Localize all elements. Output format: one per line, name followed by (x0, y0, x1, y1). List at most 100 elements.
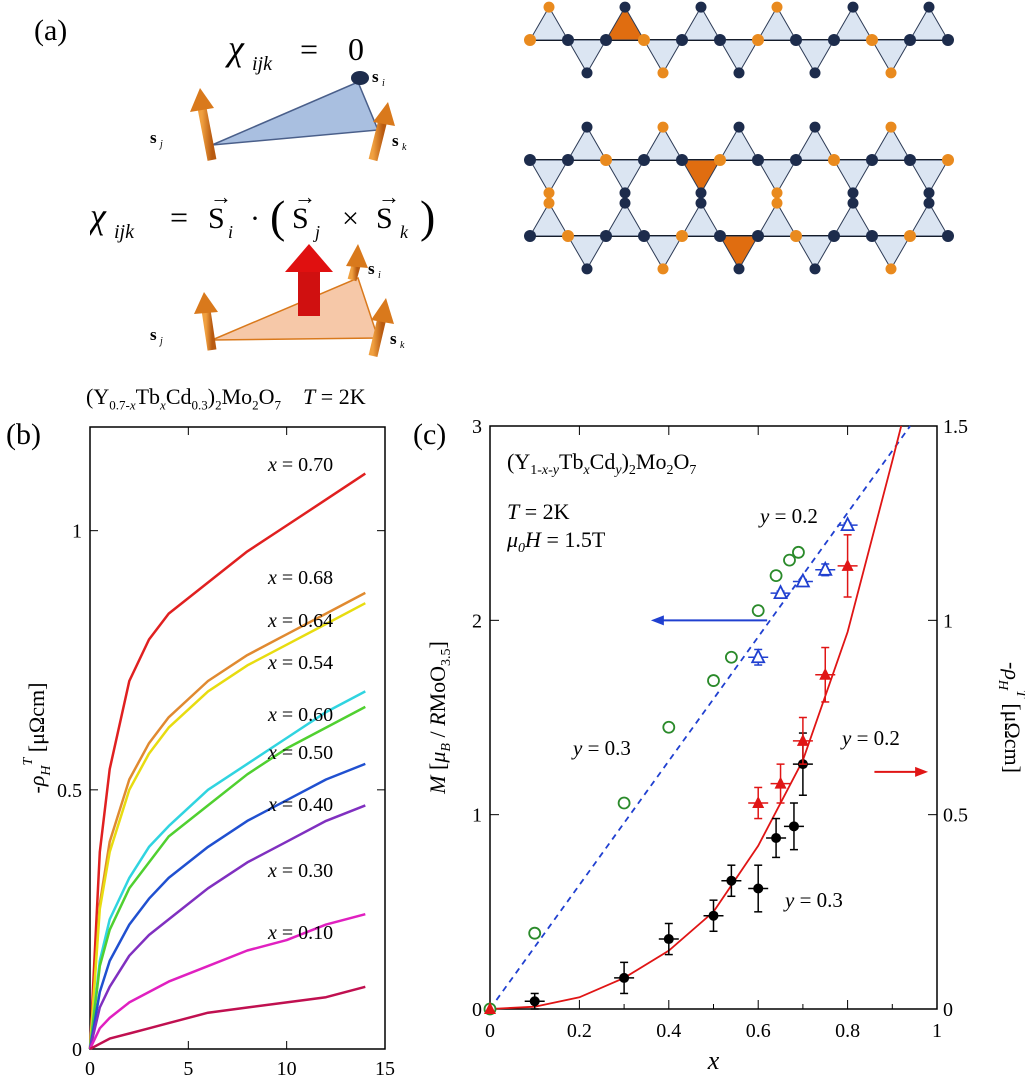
y-tick-label-right: 0.5 (943, 805, 968, 827)
x-axis-label: x (707, 1046, 720, 1075)
kagome-triangle-down (681, 159, 721, 194)
x-tick-label: 0.4 (656, 1020, 681, 1042)
kagome-triangle-up (833, 202, 873, 237)
series-label: x = 0.10 (267, 922, 333, 944)
data-point (771, 832, 782, 843)
kagome-triangle-up (643, 126, 683, 161)
kagome-node (562, 34, 574, 46)
data-point (752, 796, 765, 809)
kagome-node (752, 34, 764, 46)
x-tick-label: 10 (277, 1058, 297, 1079)
x-tick-label: 0.6 (746, 1020, 771, 1042)
kagome-triangle-down (605, 159, 645, 194)
spin-k-arrow-bottom (368, 298, 394, 358)
data-point (484, 1002, 496, 1014)
noncoplanar-triangle (211, 276, 380, 341)
data-point (708, 910, 719, 921)
spin-i-arrow-bottom (346, 244, 368, 282)
kagome-node (809, 263, 821, 275)
kagome-triangle-down (795, 235, 835, 270)
kagome-node (923, 187, 935, 199)
y-tick-label-left: 0 (472, 999, 482, 1021)
panel-b-label: (b) (6, 418, 41, 451)
y-tick-label-right: 1.5 (943, 416, 968, 438)
chi-zero-subscript: ijk (252, 53, 273, 75)
svg-text:→: → (378, 184, 400, 209)
svg-text:j: j (158, 139, 163, 150)
y-tick-label: 0 (72, 1039, 82, 1061)
kagome-node (600, 230, 612, 242)
kagome-node (847, 1, 859, 13)
chi-def-formula: χ (90, 196, 107, 236)
kagome-node (733, 121, 745, 133)
plot-frame (89, 426, 386, 1050)
kagome-triangle-down (757, 159, 797, 194)
x-tick-label: 1 (932, 1020, 942, 1042)
y-tick-label: 1 (72, 521, 82, 543)
series-label: x = 0.70 (267, 454, 333, 476)
y-axis-label-left: M [μB / RMoO3.5] (425, 641, 454, 795)
data-point (783, 553, 796, 567)
kagome-node (676, 230, 688, 242)
kagome-node (771, 187, 783, 199)
kagome-triangle-up (757, 6, 797, 41)
kagome-triangle-down (643, 235, 683, 270)
kagome-node (524, 154, 536, 166)
annotation-y03-left: y = 0.3 (571, 736, 631, 760)
data-point (841, 558, 854, 571)
kagome-node (695, 187, 707, 199)
spin-j-arrow-top (190, 88, 217, 161)
kagome-node (733, 263, 745, 275)
spin-k-arrow-top (368, 102, 395, 162)
kagome-node (866, 230, 878, 242)
kagome-node (923, 197, 935, 209)
kagome-lattice (524, 1, 954, 275)
svg-text:×: × (342, 202, 359, 235)
data-point (819, 667, 832, 680)
kagome-node (600, 154, 612, 166)
kagome-node (885, 263, 897, 275)
svg-text:j: j (313, 222, 320, 242)
svg-text:i: i (378, 270, 381, 281)
series-label: x = 0.64 (267, 610, 333, 632)
data-point (769, 569, 783, 583)
kagome-node (866, 154, 878, 166)
kagome-node (828, 34, 840, 46)
kagome-node (904, 34, 916, 46)
kagome-node (695, 1, 707, 13)
data-point (662, 720, 676, 734)
data-point (663, 934, 674, 945)
spin-j-arrow-bottom (194, 292, 218, 351)
kagome-node (809, 121, 821, 133)
series-line (88, 762, 366, 1050)
panel-a: (a) χ ijk = 0 s i s j s k (0, 0, 1025, 375)
kagome-triangle-down (909, 159, 949, 194)
kagome-triangle-up (871, 126, 911, 161)
kagome-node (676, 154, 688, 166)
data-point (724, 650, 738, 664)
kagome-node (714, 34, 726, 46)
svg-text:→: → (210, 184, 232, 209)
x-tick-label: 0 (85, 1058, 95, 1079)
kagome-triangle-up (605, 6, 645, 41)
kagome-node (790, 34, 802, 46)
data-point (753, 883, 764, 894)
data-point (617, 796, 631, 810)
annotation-y03-bottom: y = 0.3 (783, 888, 843, 912)
data-point (751, 604, 765, 618)
kagome-node (600, 34, 612, 46)
kagome-node (752, 230, 764, 242)
series-line (88, 472, 366, 1050)
series-label: x = 0.30 (267, 860, 333, 882)
kagome-node (619, 187, 631, 199)
kagome-triangle-up (605, 202, 645, 237)
kagome-node (923, 1, 935, 13)
coplanar-triangle (211, 81, 380, 146)
kagome-node (543, 1, 555, 13)
panel-b-title: (Y0.7-xTbxCd0.3)2Mo2O7 T = 2K (86, 384, 366, 413)
x-tick-label: 0 (485, 1020, 495, 1042)
y-tick-label-left: 1 (472, 805, 482, 827)
kagome-triangle-down (567, 235, 607, 270)
kagome-node (828, 230, 840, 242)
